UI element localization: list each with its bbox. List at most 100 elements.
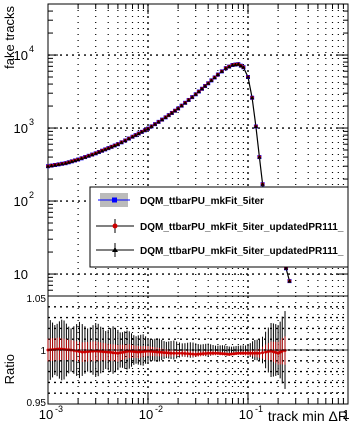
axis-ticks [47,4,349,404]
legend-entry-label: DQM_ttbarPU_mkFit_5iter_updatedPR111_ [140,222,344,233]
data-point [190,95,195,99]
ratio-point [257,351,261,355]
data-point [193,92,198,96]
ratio-point [255,351,259,355]
x-tick-label: 10 [139,407,153,422]
ratio-point [191,352,195,356]
data-point [146,126,150,131]
legend-swatch-marker [112,247,118,252]
ratio-point [101,350,105,354]
data-point [163,115,168,119]
data-point [212,75,217,79]
ratio-point [213,351,217,355]
x-tick-label: 1 [342,407,349,422]
ratio-point [211,351,215,355]
data-point [149,124,154,128]
data-point [56,162,61,166]
ratio-point [223,352,227,356]
ratio-point [199,352,203,356]
data-point [241,65,246,69]
ratio-point [141,350,145,354]
ratio-point [169,351,173,355]
ratio-point [274,351,278,355]
data-point [209,78,214,82]
data-point [166,113,171,117]
legend-swatch-marker [112,223,118,229]
data-point [227,64,232,69]
ratio-point [220,352,224,356]
ratio-point [167,351,171,355]
ratio-point [241,351,245,355]
data-point [142,128,147,132]
data-point [72,158,77,162]
legend-swatch-marker [112,197,117,203]
ratio-point [164,351,168,355]
data-point [86,153,91,158]
data-point [153,122,158,126]
data-point [96,150,101,154]
data-point [136,131,141,136]
ratio-y-tick-label: 0.95 [27,398,47,409]
y-tick-exponent: 2 [29,190,34,200]
data-point [139,129,144,134]
ratio-point [209,351,213,355]
ratio-point [180,351,184,355]
ratio-point [196,352,200,356]
ratio-point [246,351,250,355]
data-point [66,160,71,164]
data-point [109,144,114,149]
y-tick-label: 10 [14,121,28,136]
data-point [206,81,211,85]
ratio-point [139,350,143,354]
ratio-point [72,349,76,353]
data-point [257,155,262,159]
ratio-y-tick-label: 1 [40,346,46,357]
ratio-point [183,351,187,355]
ratio-point [216,351,220,355]
data-point [126,136,131,141]
ratio-point [157,350,161,354]
ratio-point [264,350,268,354]
ratio-point [106,350,110,354]
data-point [223,66,228,70]
y-tick-label: 10 [14,267,28,282]
data-point [60,161,65,166]
data-point [199,86,204,91]
data-point [115,142,120,146]
data-point [215,72,220,77]
data-point [183,100,188,105]
legend-box [89,186,349,268]
ratio-point [111,351,115,355]
ratio-point [83,350,87,354]
data-point [156,119,161,124]
ratio-point [118,351,122,355]
ratio-point [251,351,255,355]
data-point [219,69,224,73]
ratio-point [91,349,95,353]
ratio-point [236,351,240,355]
legend-entry-label: DQM_ttbarPU_mkFit_5iter [140,196,264,207]
ratio-point [151,350,155,354]
data-point [186,97,191,102]
ratio-point [88,350,92,354]
x-tick-exponent: -2 [155,404,163,414]
data-point [284,266,289,270]
ratio-point [120,350,124,354]
ratio-point [109,350,113,354]
ratio-point [172,351,176,355]
data-point [130,134,135,139]
ratio-point [153,350,157,354]
ratio-point [104,350,108,354]
data-point [172,108,177,113]
y-tick-exponent: 3 [29,117,34,127]
ratio-point [162,351,166,355]
ratio-point [160,350,164,354]
x-tick-label: 10 [39,407,53,422]
ratio-point [144,349,148,353]
data-point [230,63,235,67]
y-tick-exponent: 4 [29,44,34,54]
ratio-error-bars [47,311,286,389]
data-point [238,63,243,68]
ratio-point [261,351,265,355]
